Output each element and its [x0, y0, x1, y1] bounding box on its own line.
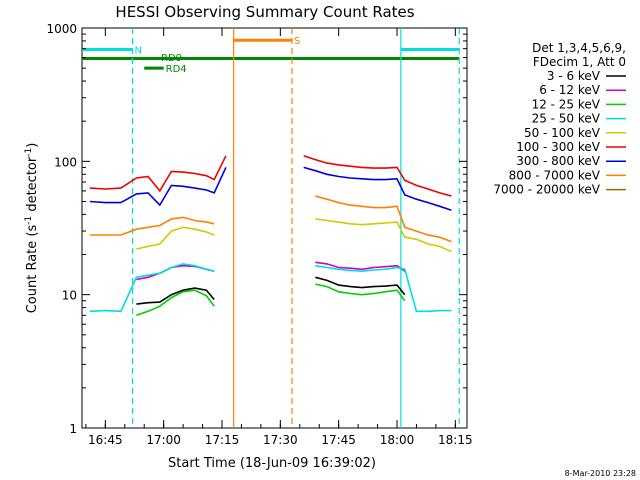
- legend-header-2: FDecim 1, Att 0: [533, 55, 626, 69]
- x-axis-label: Start Time (18-Jun-09 16:39:02): [168, 456, 376, 471]
- x-tick-label: 16:45: [88, 433, 123, 447]
- flag-label: RD9: [161, 53, 182, 64]
- y-label-end: ): [25, 143, 40, 148]
- series-line: [136, 276, 406, 305]
- legend-entry: 800 - 7000 keV: [509, 168, 601, 182]
- flag-label: N: [135, 45, 142, 56]
- footer-date: 8-Mar-2010 23:28: [565, 469, 636, 478]
- chart-title: HESSI Observing Summary Count Rates: [115, 3, 414, 21]
- series-line: [89, 263, 452, 313]
- y-axis-label: Count Rate (s-1 detector-1): [24, 143, 40, 314]
- y-label-sup2: -1: [24, 148, 34, 157]
- y-label-sup1: -1: [24, 216, 34, 225]
- x-tick-label: 18:15: [438, 433, 473, 447]
- legend-entry: 300 - 800 keV: [516, 154, 600, 168]
- y-label-main: Count Rate (s: [25, 225, 40, 314]
- x-tick-label: 17:45: [321, 433, 356, 447]
- series-line: [136, 218, 452, 253]
- y-label-mid: detector: [25, 156, 40, 216]
- x-tick-label: 17:30: [263, 433, 298, 447]
- legend-entry: 3 - 6 keV: [547, 69, 601, 83]
- legend-entry: 50 - 100 keV: [524, 126, 601, 140]
- series-group: [89, 155, 452, 317]
- y-tick-label: 1000: [46, 22, 77, 36]
- x-tick-label: 17:15: [205, 433, 240, 447]
- plot-frame: [81, 27, 468, 429]
- y-tick-label: 1: [69, 422, 77, 436]
- x-tick-label: 17:00: [146, 433, 181, 447]
- series-line: [136, 283, 406, 317]
- y-axis: 1 10 100 1000: [46, 22, 467, 436]
- x-tick-label: 18:00: [380, 433, 415, 447]
- series-line: [89, 195, 452, 243]
- legend-entry: 6 - 12 keV: [539, 83, 601, 97]
- flag-label: RD4: [166, 64, 187, 75]
- series-line: [89, 166, 452, 211]
- legend-entry: 100 - 300 keV: [516, 140, 600, 154]
- legend-header-1: Det 1,3,4,5,6,9,: [532, 41, 626, 55]
- series-line: [89, 155, 452, 197]
- y-tick-label: 100: [54, 155, 77, 169]
- legend-entry: 25 - 50 keV: [532, 112, 601, 126]
- flag-label: S: [294, 36, 300, 47]
- y-tick-label: 10: [62, 289, 77, 303]
- x-axis: 16:45 17:00 17:15 17:30 17:45 18:00 18:15: [85, 28, 473, 447]
- legend-entry: 12 - 25 keV: [532, 97, 601, 111]
- legend-entry: 7000 - 20000 keV: [493, 183, 600, 197]
